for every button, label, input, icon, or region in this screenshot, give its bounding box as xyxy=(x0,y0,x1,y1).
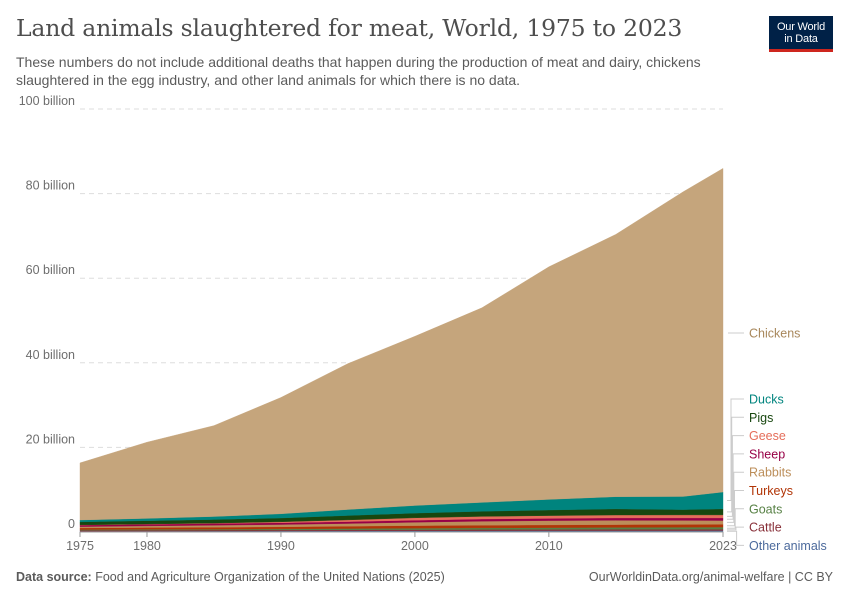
legend-connector xyxy=(727,490,744,527)
data-source-text[interactable]: Food and Agriculture Organization of the… xyxy=(95,570,445,584)
legend-label-cattle[interactable]: Cattle xyxy=(749,521,782,535)
data-source: Data source: Food and Agriculture Organi… xyxy=(16,570,445,584)
legend-label-goats[interactable]: Goats xyxy=(749,502,782,516)
legend-label-geese[interactable]: Geese xyxy=(749,429,786,443)
legend-connector xyxy=(727,526,744,531)
legend-label-pigs[interactable]: Pigs xyxy=(749,411,773,425)
x-tick-label: 2000 xyxy=(401,539,429,553)
legend-connector xyxy=(727,398,744,501)
stacked-area-chart[interactable]: 0 20 billion 40 billion 60 billion 80 billio… xyxy=(0,0,850,560)
y-tick-label: 0 xyxy=(68,517,75,531)
x-tick-label: 1980 xyxy=(133,539,161,553)
credit-link[interactable]: OurWorldinData.org/animal-welfare | CC B… xyxy=(588,570,833,584)
x-tick-label: 1975 xyxy=(66,539,94,553)
legend-connector xyxy=(727,471,744,523)
legend-connector xyxy=(727,530,744,546)
legend-connector xyxy=(727,508,744,529)
logo-line-1: Our World xyxy=(776,21,826,33)
legend-connector xyxy=(727,453,744,520)
legend-label-ducks[interactable]: Ducks xyxy=(749,393,784,407)
x-tick-label: 2010 xyxy=(535,539,563,553)
legend[interactable]: Ducks Pigs Geese Sheep Rabbits Turkeys Goats Ca… xyxy=(727,327,827,553)
axes: 0 20 billion 40 billion 60 billion 80 billio… xyxy=(19,94,737,553)
y-tick-label: 80 billion xyxy=(26,179,75,193)
x-tick-label: 2023 xyxy=(709,539,737,553)
legend-label-rabbits[interactable]: Rabbits xyxy=(749,466,791,480)
chart-title: Land animals slaughtered for meat, World… xyxy=(16,14,683,42)
owid-logo[interactable]: Our World in Data xyxy=(769,16,833,52)
logo-line-2: in Data xyxy=(784,33,818,45)
legend-label-other-animals[interactable]: Other animals xyxy=(749,539,827,553)
legend-label-sheep[interactable]: Sheep xyxy=(749,447,785,461)
y-tick-label: 20 billion xyxy=(26,432,75,446)
y-tick-label: 100 billion xyxy=(19,94,75,108)
data-source-label: Data source: xyxy=(16,570,92,584)
x-tick-label: 1990 xyxy=(267,539,295,553)
legend-label-turkeys[interactable]: Turkeys xyxy=(749,484,793,498)
area-series[interactable] xyxy=(79,168,724,533)
legend-label-chickens[interactable]: Chickens xyxy=(749,327,800,341)
legend-connector xyxy=(727,416,744,513)
legend-connector xyxy=(727,435,744,517)
area-chickens[interactable] xyxy=(79,168,724,521)
y-tick-label: 60 billion xyxy=(26,263,75,277)
chart-subtitle: These numbers do not include additional … xyxy=(16,54,701,88)
y-tick-label: 40 billion xyxy=(26,348,75,362)
